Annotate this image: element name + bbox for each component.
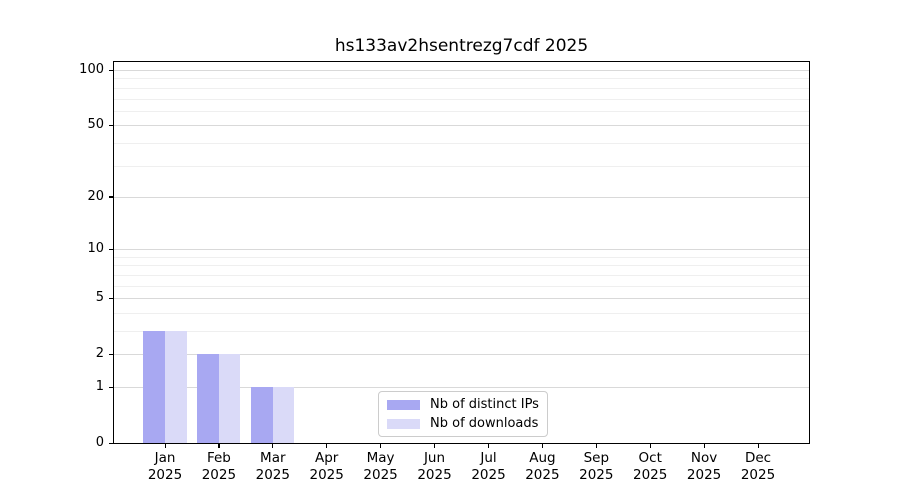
plot-area-border	[113, 61, 810, 444]
x-tick-year: 2025	[417, 467, 452, 483]
gridline-minor	[114, 312, 809, 314]
bar-distinct-ips-mar	[251, 387, 273, 444]
x-tick-label: May 2025	[349, 450, 413, 484]
y-tick-label: 20	[87, 188, 104, 204]
x-tick-mark	[380, 444, 382, 448]
y-tick-mark	[109, 353, 113, 355]
x-tick-year: 2025	[633, 467, 668, 483]
y-tick-mark	[109, 386, 113, 388]
x-tick-mark	[488, 444, 490, 448]
x-tick-year: 2025	[525, 467, 560, 483]
x-tick-year: 2025	[471, 467, 506, 483]
y-tick-mark	[109, 196, 113, 198]
x-tick-label: Sep 2025	[564, 450, 628, 484]
y-tick-label: 50	[87, 117, 104, 133]
x-tick-label: Oct 2025	[618, 450, 682, 484]
legend-label-distinct-ips: Nb of distinct IPs	[430, 397, 539, 412]
x-tick-label: Apr 2025	[295, 450, 359, 484]
bar-downloads-mar	[272, 387, 295, 444]
gridline-major	[114, 125, 809, 127]
x-tick-year: 2025	[147, 467, 183, 483]
gridline-minor	[114, 87, 809, 89]
y-tick-mark	[109, 297, 113, 299]
x-tick-year: 2025	[363, 467, 398, 483]
gridline-major	[114, 387, 809, 388]
y-tick-mark	[109, 124, 113, 126]
x-tick-mark	[757, 444, 759, 448]
x-tick-mark	[595, 444, 597, 448]
legend-label-downloads: Nb of downloads	[430, 416, 539, 431]
x-tick-year: 2025	[740, 467, 776, 483]
y-tick-label: 100	[79, 62, 104, 77]
x-tick-year: 2025	[579, 467, 614, 483]
y-tick-mark	[109, 69, 113, 71]
x-tick-mark	[164, 444, 166, 448]
gridline-major	[114, 354, 809, 356]
gridline-minor	[114, 265, 809, 267]
x-tick-label: Dec 2025	[726, 450, 790, 484]
y-tick-label: 1	[95, 379, 104, 394]
y-tick-label: 10	[87, 241, 104, 257]
bar-distinct-ips-feb	[197, 354, 219, 444]
gridline-minor	[114, 256, 809, 258]
x-tick-label: Nov 2025	[672, 450, 736, 484]
legend-item-distinct-ips: Nb of distinct IPs	[387, 397, 539, 412]
x-tick-year: 2025	[686, 467, 722, 483]
legend-swatch-distinct-ips	[387, 399, 420, 410]
x-tick-mark	[541, 444, 544, 448]
gridline-major	[114, 249, 809, 251]
x-tick-mark	[272, 444, 274, 448]
x-tick-label: Feb 2025	[187, 450, 251, 484]
gridline-minor	[114, 285, 809, 287]
gridline-major	[114, 70, 809, 71]
bar-downloads-jan	[165, 331, 187, 444]
x-tick-mark	[218, 444, 220, 448]
gridline-minor	[114, 331, 809, 332]
x-tick-mark	[326, 444, 328, 448]
y-tick-label: 0	[95, 435, 104, 450]
gridline-minor	[114, 142, 809, 144]
gridline-minor	[114, 78, 809, 80]
x-tick-year: 2025	[201, 467, 237, 483]
x-tick-label: Jun 2025	[403, 450, 467, 484]
x-tick-label: Mar 2025	[241, 450, 305, 484]
x-tick-mark	[703, 444, 705, 448]
x-tick-label: Jan 2025	[133, 450, 197, 484]
y-tick-label: 5	[95, 290, 104, 306]
y-tick-mark	[109, 442, 113, 444]
x-tick-label: Aug 2025	[510, 450, 574, 484]
bar-distinct-ips-jan	[143, 331, 165, 444]
legend-item-downloads: Nb of downloads	[387, 416, 539, 431]
legend: Nb of distinct IPs Nb of downloads	[378, 391, 548, 437]
gridline-minor	[114, 110, 809, 112]
chart-title: hs133av2hsentrezg7cdf 2025	[334, 36, 589, 56]
x-tick-year: 2025	[309, 467, 344, 483]
gridline-major	[114, 196, 809, 198]
gridline-minor	[114, 274, 809, 276]
legend-swatch-downloads	[387, 418, 420, 429]
y-tick-mark	[109, 248, 113, 250]
x-tick-label: Jul 2025	[457, 450, 521, 484]
y-tick-label: 2	[95, 346, 104, 362]
x-tick-year: 2025	[255, 467, 290, 483]
bar-downloads-feb	[218, 354, 241, 444]
x-tick-mark	[649, 444, 651, 448]
gridline-minor	[114, 165, 809, 167]
x-tick-mark	[434, 444, 436, 448]
gridline-major	[114, 298, 809, 300]
gridline-minor	[114, 98, 809, 100]
